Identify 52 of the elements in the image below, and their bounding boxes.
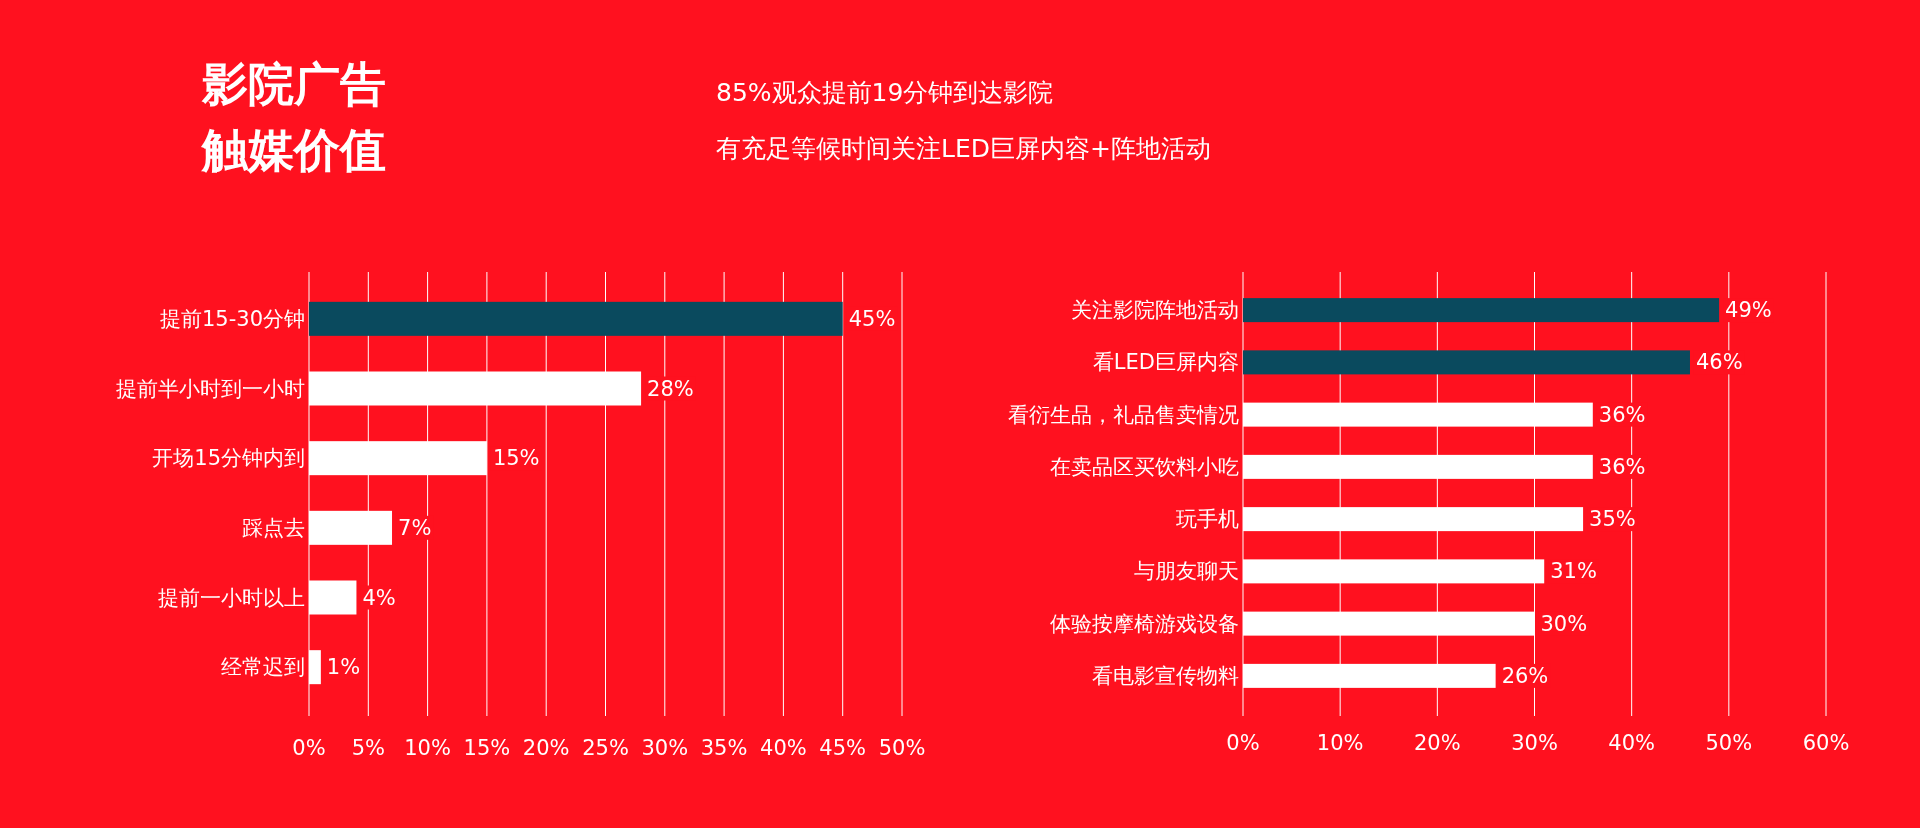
data-label: 7% xyxy=(398,515,432,540)
x-tick-label: 35% xyxy=(700,736,748,760)
data-label: 1% xyxy=(326,655,361,680)
x-tick-label: 10% xyxy=(1316,731,1364,755)
data-label: 46% xyxy=(1695,350,1743,375)
bar xyxy=(309,301,843,336)
y-tick-label: 提前半小时到一小时 xyxy=(116,376,305,401)
y-tick-label: 看电影宣传物料 xyxy=(1092,663,1239,688)
x-tick-label: 60% xyxy=(1802,731,1850,755)
chart-title: 影院广告触媒价值 xyxy=(200,57,386,177)
data-label: 49% xyxy=(1725,298,1772,323)
y-tick-label: 提前15-30分钟 xyxy=(159,306,305,331)
data-label: 30% xyxy=(1540,611,1588,636)
data-label: 35% xyxy=(1589,507,1636,532)
x-tick-label: 50% xyxy=(878,736,926,760)
x-tick-label: 40% xyxy=(1608,731,1656,755)
y-tick-label: 踩点去 xyxy=(242,515,305,540)
data-label: 4% xyxy=(362,585,396,610)
data-label: 28% xyxy=(647,376,694,401)
x-tick-label: 45% xyxy=(819,736,867,760)
x-tick-label: 15% xyxy=(463,736,511,760)
data-label: 36% xyxy=(1598,454,1646,479)
x-tick-label: 20% xyxy=(522,736,570,760)
x-tick-label: 25% xyxy=(582,736,629,760)
y-tick-label: 开场15分钟内到 xyxy=(152,446,305,471)
y-tick-label: 关注影院阵地活动 xyxy=(1071,298,1239,323)
y-tick-label: 与朋友聊天 xyxy=(1134,559,1239,584)
bar xyxy=(1243,350,1690,375)
x-tick-label: 5% xyxy=(351,736,385,760)
x-tick-label: 0% xyxy=(1226,731,1260,755)
y-tick-label: 提前一小时以上 xyxy=(158,585,305,610)
chart-subtitle: 85%观众提前19分钟到达影院 xyxy=(716,78,1054,107)
x-tick-label: 0% xyxy=(292,736,326,760)
y-tick-label: 体验按摩椅游戏设备 xyxy=(1050,611,1239,636)
x-tick-label: 30% xyxy=(1511,731,1558,755)
y-tick-label: 看LED巨屏内容 xyxy=(1092,350,1239,375)
x-tick-label: 10% xyxy=(404,736,451,760)
bar xyxy=(1243,298,1720,323)
x-tick-label: 30% xyxy=(641,736,689,760)
x-tick-label: 20% xyxy=(1413,731,1461,755)
text: 有充足等候时间关注LED巨屏内容+阵地活动 xyxy=(716,134,1211,163)
y-tick-label: 经常迟到 xyxy=(221,655,305,680)
y-tick-label: 玩手机 xyxy=(1176,507,1239,532)
y-tick-label: 在卖品区买饮料小吃 xyxy=(1050,454,1239,479)
data-label: 15% xyxy=(492,446,540,471)
x-tick-label: 40% xyxy=(760,736,807,760)
y-tick-label: 看衍生品，礼品售卖情况 xyxy=(1008,402,1239,427)
data-label: 36% xyxy=(1598,402,1646,427)
data-label: 31% xyxy=(1550,559,1597,584)
data-label: 26% xyxy=(1501,663,1549,688)
data-label: 45% xyxy=(848,306,896,331)
x-tick-label: 50% xyxy=(1705,731,1753,755)
